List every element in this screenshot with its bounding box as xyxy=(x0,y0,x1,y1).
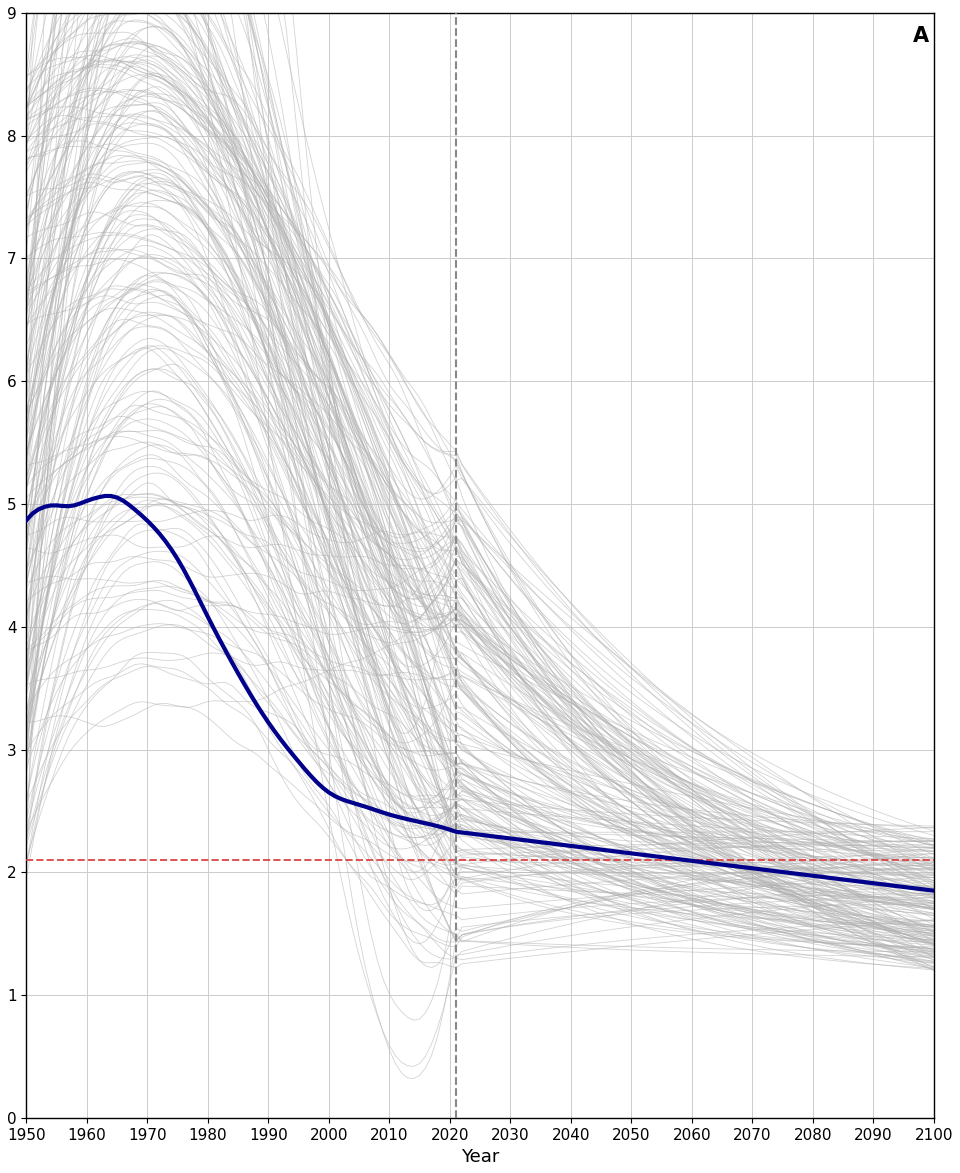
Text: A: A xyxy=(913,26,929,46)
X-axis label: Year: Year xyxy=(461,1148,499,1166)
